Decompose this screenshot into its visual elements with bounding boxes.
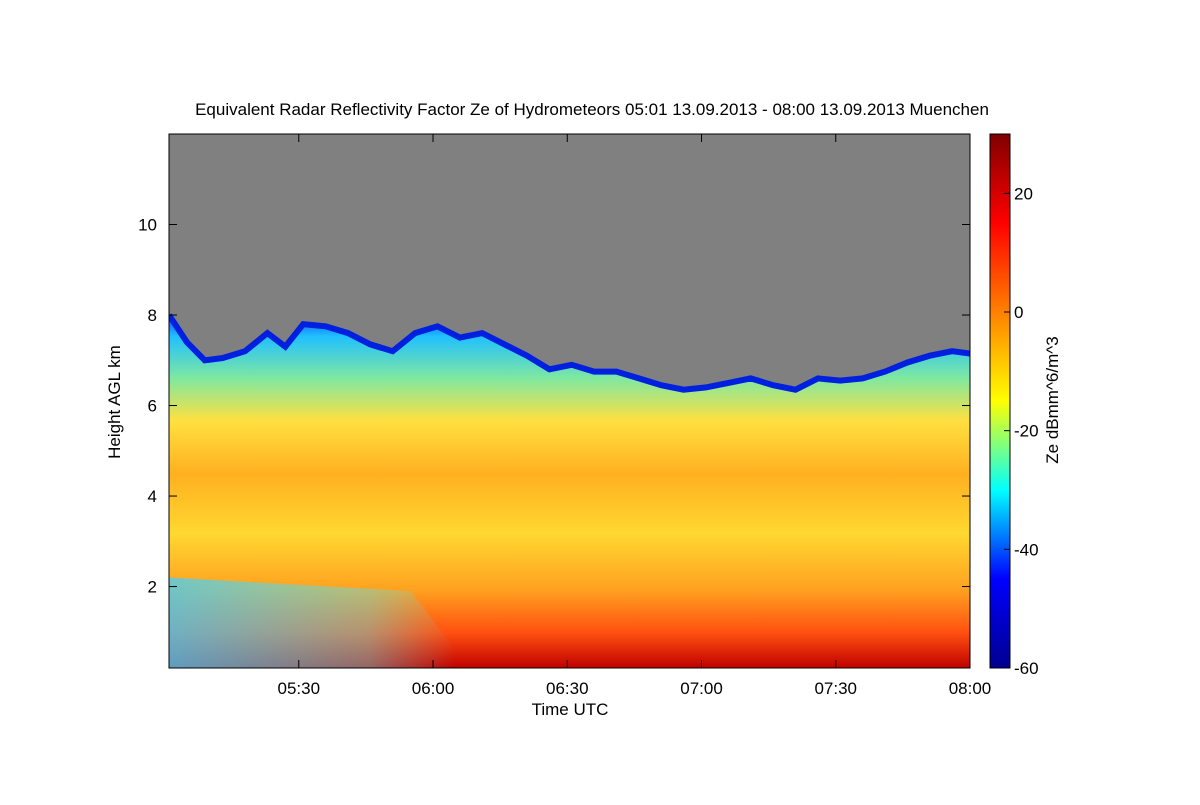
cloud-top-edge: [169, 313, 970, 393]
y-axis: 2 4 6 8 10: [138, 216, 970, 597]
colorbar-tick-label: 20: [1014, 184, 1033, 203]
x-tick-label: 08:00: [949, 679, 992, 698]
y-axis-label: Height AGL km: [105, 345, 124, 459]
y-tick-label: 4: [148, 487, 157, 506]
colorbar-scale: [989, 133, 1011, 669]
y-tick-label: 10: [138, 216, 157, 235]
y-tick-label: 8: [148, 306, 157, 325]
x-tick-label: 07:00: [680, 679, 723, 698]
y-tick-label: 6: [148, 397, 157, 416]
x-tick-label: 07:30: [814, 679, 857, 698]
x-axis: 05:30 06:00 06:30 07:00 07:30 08:00: [277, 134, 991, 698]
colorbar-ticks: 20 0 -20 -40 -60: [1004, 184, 1039, 678]
low-reflectivity-region: [169, 577, 456, 668]
y-tick-label: 2: [148, 578, 157, 597]
colorbar-tick-label: -40: [1014, 540, 1039, 559]
reflectivity-field: [169, 315, 970, 668]
colorbar-tick-label: -20: [1014, 422, 1039, 441]
colorbar: 20 0 -20 -40 -60 Ze dBmm^6/m^3: [989, 133, 1062, 678]
colorbar-tick-label: 0: [1014, 303, 1023, 322]
x-axis-label: Time UTC: [532, 700, 609, 719]
colorbar-label: Ze dBmm^6/m^3: [1043, 336, 1062, 463]
plot-area: [168, 133, 971, 669]
x-tick-label: 05:30: [277, 679, 320, 698]
colorbar-tick-label: -60: [1014, 659, 1039, 678]
plot-frame: [168, 133, 971, 669]
chart-title: Equivalent Radar Reflectivity Factor Ze …: [195, 100, 989, 119]
x-tick-label: 06:30: [546, 679, 589, 698]
x-tick-label: 06:00: [412, 679, 455, 698]
